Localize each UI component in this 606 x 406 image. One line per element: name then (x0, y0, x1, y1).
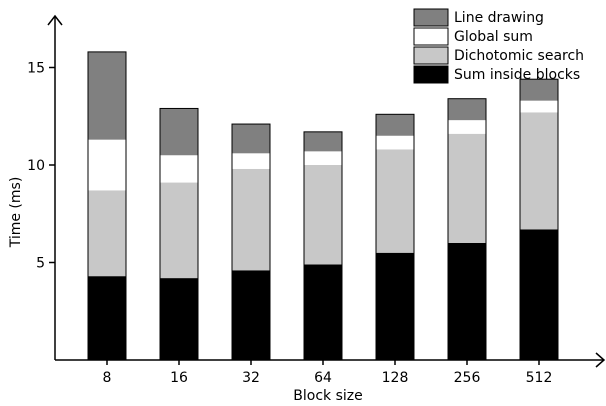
bar-segment-16-2 (160, 155, 198, 183)
legend-swatch (413, 8, 449, 27)
bar-segment-16-3 (160, 108, 198, 156)
bar-segment-128-2 (376, 135, 414, 150)
legend-label: Dichotomic search (454, 48, 584, 64)
x-axis-label: Block size (293, 388, 362, 404)
bar-segment-8-3 (88, 51, 126, 140)
bar-segment-16-0 (160, 278, 198, 360)
bar-segment-8-1 (88, 190, 126, 277)
bar-segment-64-1 (304, 165, 342, 265)
legend-label: Sum inside blocks (454, 67, 580, 83)
bar-segment-128-0 (376, 252, 414, 360)
y-axis-arrow (47, 14, 63, 26)
bar-segment-256-1 (448, 133, 486, 243)
y-tick-label: 5 (36, 256, 45, 272)
legend-swatch (413, 27, 449, 46)
legend-label: Line drawing (454, 10, 544, 26)
bar-segment-512-3 (520, 79, 558, 101)
x-tick-label: 256 (454, 370, 481, 386)
legend: Line drawing Global sum Dichotomic search S… (413, 8, 584, 84)
bar-segment-64-0 (304, 264, 342, 360)
bar-segment-256-0 (448, 243, 486, 360)
y-axis-label: Time (ms) (8, 177, 24, 249)
x-axis-arrow (595, 352, 606, 368)
bar-segment-8-0 (88, 276, 126, 360)
x-tick-label: 32 (242, 370, 260, 386)
bar-segment-32-3 (232, 124, 270, 154)
bar-segment-512-0 (520, 229, 558, 360)
y-ticks-group: 5 10 15 (27, 61, 55, 272)
x-tick-label: 16 (170, 370, 188, 386)
x-tick-label: 64 (314, 370, 332, 386)
y-tick-label: 10 (27, 158, 45, 174)
bar-segment-512-1 (520, 112, 558, 230)
bar-segment-128-3 (376, 114, 414, 136)
bars-group (87, 51, 559, 361)
legend-swatch (413, 65, 449, 84)
bar-segment-512-2 (520, 100, 558, 113)
bar-segment-128-1 (376, 149, 414, 253)
bar-segment-8-2 (88, 139, 126, 191)
bar-segment-16-1 (160, 182, 198, 279)
legend-swatch (413, 46, 449, 65)
x-tick-label: 512 (526, 370, 553, 386)
x-tick-label: 128 (382, 370, 409, 386)
axes-group (47, 14, 606, 368)
x-ticks-group: 8 16 32 64 128 256 512 (103, 360, 553, 386)
bar-segment-64-3 (304, 131, 342, 152)
bar-segment-64-2 (304, 151, 342, 165)
bar-segment-32-0 (232, 270, 270, 360)
bar-segment-32-1 (232, 168, 270, 271)
x-tick-label: 8 (103, 370, 112, 386)
bar-segment-256-2 (448, 120, 486, 134)
bar-segment-32-2 (232, 153, 270, 169)
y-tick-label: 15 (27, 61, 45, 77)
bar-segment-256-3 (448, 98, 486, 121)
legend-label: Global sum (454, 29, 533, 45)
